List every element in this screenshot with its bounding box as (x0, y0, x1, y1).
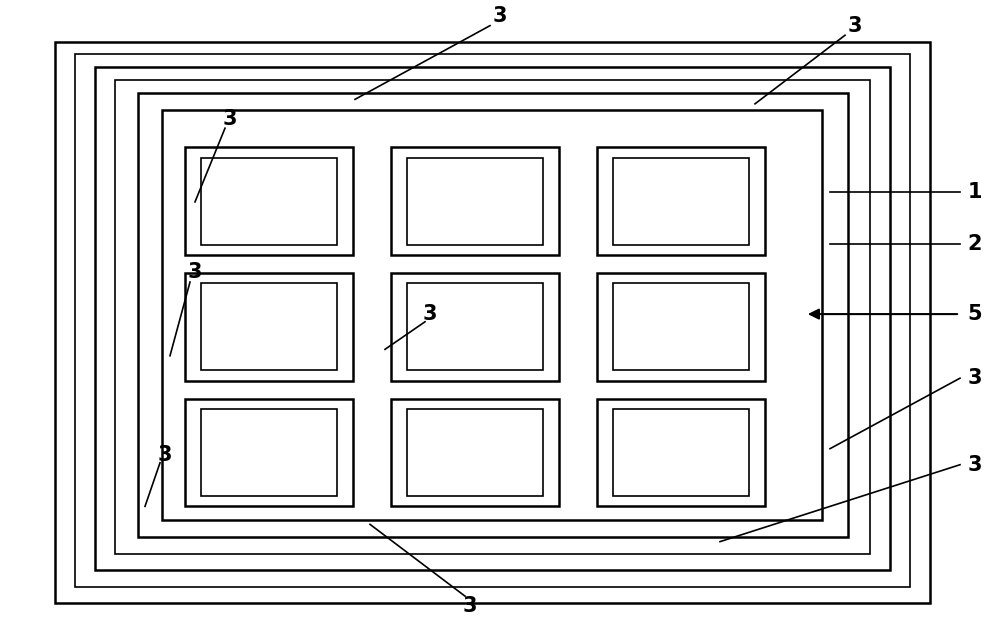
Text: 3: 3 (848, 15, 862, 36)
Text: 1: 1 (968, 182, 982, 203)
Bar (597, 147, 765, 255)
Bar (185, 273, 353, 381)
Text: 3: 3 (158, 445, 172, 465)
Text: 2: 2 (968, 233, 982, 254)
Bar (407, 158, 543, 245)
Text: 3: 3 (223, 108, 237, 129)
Bar (597, 273, 765, 381)
Bar (597, 399, 765, 506)
Bar (201, 283, 337, 370)
Text: 3: 3 (423, 304, 437, 324)
Bar (407, 409, 543, 496)
Bar (115, 80, 870, 554)
Bar (613, 283, 749, 370)
Bar (391, 399, 559, 506)
Bar (75, 54, 910, 587)
Bar (185, 147, 353, 255)
Bar (613, 158, 749, 245)
Bar (407, 283, 543, 370)
Bar (613, 409, 749, 496)
Text: 3: 3 (968, 368, 982, 388)
Bar (95, 67, 890, 570)
Bar (201, 158, 337, 245)
Bar (55, 42, 930, 603)
Text: 3: 3 (463, 595, 477, 616)
Bar (162, 110, 822, 520)
Bar (391, 147, 559, 255)
Text: 3: 3 (968, 454, 982, 475)
Bar (201, 409, 337, 496)
Text: 3: 3 (188, 262, 202, 283)
Bar (391, 273, 559, 381)
Bar (138, 93, 848, 537)
Text: 5: 5 (968, 304, 982, 324)
Bar (185, 399, 353, 506)
Text: 3: 3 (493, 6, 507, 26)
